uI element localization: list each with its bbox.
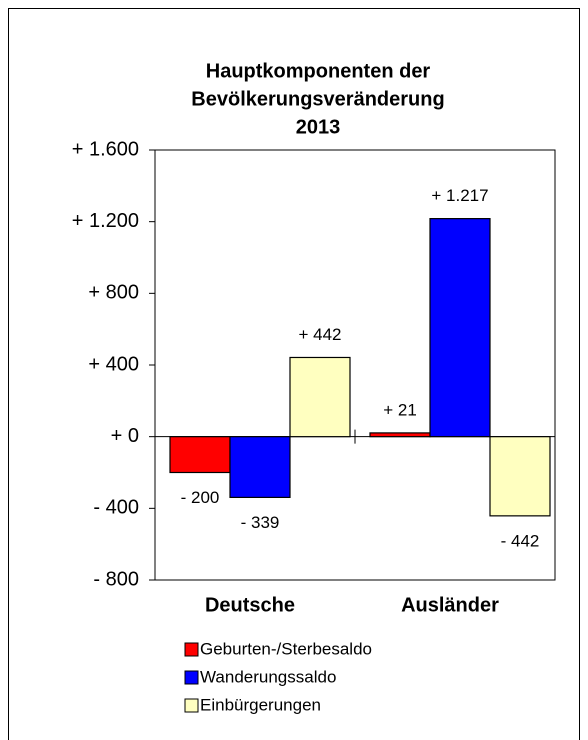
y-tick-label: - 800	[93, 568, 139, 590]
y-tick-label: + 1.600	[72, 138, 139, 160]
data-label: + 1.217	[431, 186, 488, 205]
legend-swatch	[184, 670, 199, 685]
data-label: - 200	[181, 488, 220, 507]
chart-title: 2013	[296, 116, 341, 138]
y-tick-label: - 400	[93, 497, 139, 519]
bar	[229, 436, 291, 499]
y-tick-label: + 1.200	[72, 210, 139, 232]
legend-swatch	[184, 642, 199, 657]
data-label: - 339	[241, 513, 280, 532]
y-tick-label: + 0	[111, 425, 139, 447]
y-tick-label: + 800	[88, 282, 139, 304]
chart-title: Bevölkerungsveränderung	[191, 88, 444, 110]
y-tick-label: + 400	[88, 353, 139, 375]
x-tick-label: Deutsche	[205, 594, 295, 616]
bar	[169, 436, 231, 474]
bar	[289, 356, 351, 438]
data-label: + 21	[383, 400, 417, 419]
legend-label: Geburten-/Sterbesaldo	[200, 639, 372, 658]
bar	[429, 218, 491, 438]
legend-label: Einbürgerungen	[200, 695, 321, 714]
x-tick-label: Ausländer	[401, 594, 499, 616]
legend-label: Wanderungssaldo	[200, 667, 336, 686]
bar	[369, 432, 431, 438]
bar	[489, 436, 551, 517]
legend-swatch	[184, 698, 199, 713]
data-label: - 442	[501, 531, 540, 550]
chart-title: Hauptkomponenten der	[206, 60, 431, 82]
data-label: + 442	[298, 325, 341, 344]
